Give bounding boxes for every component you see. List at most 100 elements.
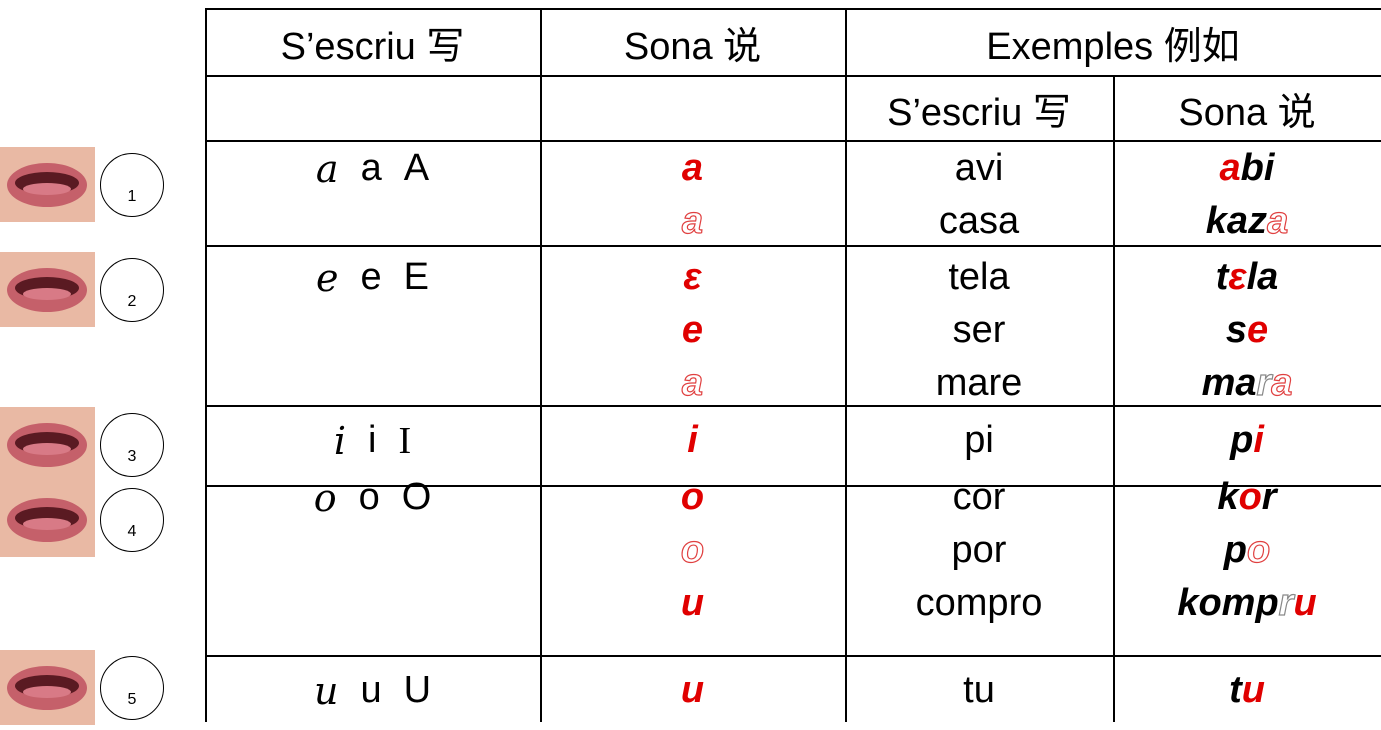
- lips-drawing: [0, 650, 95, 725]
- lips-icon: [0, 650, 95, 725]
- example-sound: ma r a: [1113, 357, 1381, 410]
- header-cell: Sona 说: [1113, 82, 1381, 135]
- example-word: por: [845, 524, 1113, 577]
- step-number: 1: [100, 153, 164, 217]
- sound-cell: u: [540, 577, 845, 630]
- cursive-letter: a: [315, 146, 339, 191]
- spoken-part: o: [1246, 528, 1271, 571]
- row-separator: [205, 140, 1381, 142]
- example-word: pi: [845, 414, 1113, 467]
- spoken-part: bi: [1240, 147, 1275, 189]
- example-word: avi: [845, 142, 1113, 195]
- sound: i: [687, 419, 698, 461]
- header-cell: S’escriu 写: [845, 82, 1113, 135]
- spoken-part: kaz: [1205, 200, 1268, 242]
- uppercase-letter: U: [403, 669, 432, 711]
- spoken-part: a: [1271, 361, 1293, 404]
- step-number-text: 2: [127, 293, 137, 310]
- row-separator: [205, 655, 1381, 657]
- row-separator: [205, 75, 1381, 77]
- spoken-part: r: [1256, 361, 1272, 404]
- spoken-part: r: [1278, 581, 1294, 624]
- spoken-part: a: [1266, 199, 1289, 242]
- example-word-text: tela: [948, 256, 1010, 298]
- cursive-letter: i: [333, 418, 347, 463]
- sound-cell: o: [540, 524, 845, 577]
- step-number: 2: [100, 258, 164, 322]
- lips-drawing: [0, 252, 95, 327]
- header-text: Sona 说: [623, 26, 762, 68]
- column-separator: [540, 8, 542, 722]
- uppercase-letter: E: [403, 256, 429, 298]
- sound-cell: ε: [540, 251, 845, 304]
- example-word-text: compro: [915, 582, 1043, 624]
- sound-cell: a: [540, 142, 845, 195]
- table-border: [205, 8, 1381, 10]
- step-number-text: 1: [127, 188, 137, 205]
- row-separator: [205, 485, 1381, 487]
- lips-icon: [0, 147, 95, 222]
- example-word-text: ser: [952, 309, 1006, 351]
- lips-drawing: [0, 407, 95, 482]
- spoken-part: komp: [1177, 582, 1279, 624]
- example-word-text: pi: [964, 419, 994, 461]
- lips-icon: [0, 252, 95, 327]
- example-word: tu: [845, 664, 1113, 717]
- row-separator: [205, 245, 1381, 247]
- example-word: ser: [845, 304, 1113, 357]
- sound-cell: u: [540, 664, 845, 717]
- header-cell: Exemples 例如: [845, 16, 1381, 69]
- header-text: Sona 说: [1178, 92, 1316, 134]
- example-word: tela: [845, 251, 1113, 304]
- sound: o: [680, 476, 705, 518]
- example-sound: t ε la: [1113, 251, 1381, 304]
- header-cell: Sona 说: [540, 16, 845, 69]
- spoken-part: ε: [1228, 256, 1247, 298]
- header-text: S’escriu 写: [887, 92, 1071, 134]
- example-sound: kaz a: [1113, 195, 1381, 248]
- spoken-part: p: [1230, 419, 1254, 461]
- lowercase-letter: e: [360, 256, 382, 298]
- example-sound: komp r u: [1113, 577, 1381, 630]
- example-word-text: tu: [963, 669, 995, 711]
- example-word-text: por: [951, 529, 1007, 571]
- lips-icon: [0, 407, 95, 482]
- example-word: mare: [845, 357, 1113, 410]
- column-separator: [205, 8, 207, 722]
- sound-cell: a: [540, 357, 845, 410]
- lips-icon: [0, 482, 95, 557]
- sound-cell: e: [540, 304, 845, 357]
- lowercase-letter: i: [368, 419, 377, 461]
- spoken-part: u: [1293, 582, 1317, 624]
- column-separator: [845, 8, 847, 722]
- header-text: Exemples 例如: [986, 26, 1240, 68]
- sound: a: [681, 147, 704, 189]
- uppercase-letter: O: [401, 476, 432, 518]
- example-word: cor: [845, 471, 1113, 524]
- step-number-text: 5: [127, 691, 137, 708]
- spoken-part: ma: [1201, 362, 1257, 404]
- spoken-part: r: [1261, 476, 1277, 518]
- uppercase-letter: I: [398, 419, 412, 462]
- row-separator: [205, 405, 1381, 407]
- spoken-part: e: [1247, 309, 1269, 351]
- column-separator: [1113, 75, 1115, 722]
- spoken-part: t: [1215, 256, 1229, 298]
- header-text: S’escriu 写: [280, 26, 465, 68]
- cursive-letter: u: [313, 668, 339, 713]
- sound: a: [681, 361, 704, 404]
- example-word-text: casa: [938, 200, 1020, 242]
- sound: ε: [683, 256, 702, 298]
- spoken-part: a: [1219, 147, 1241, 189]
- spoken-part: s: [1225, 309, 1247, 351]
- sound: u: [680, 582, 705, 624]
- step-number-text: 3: [127, 448, 137, 465]
